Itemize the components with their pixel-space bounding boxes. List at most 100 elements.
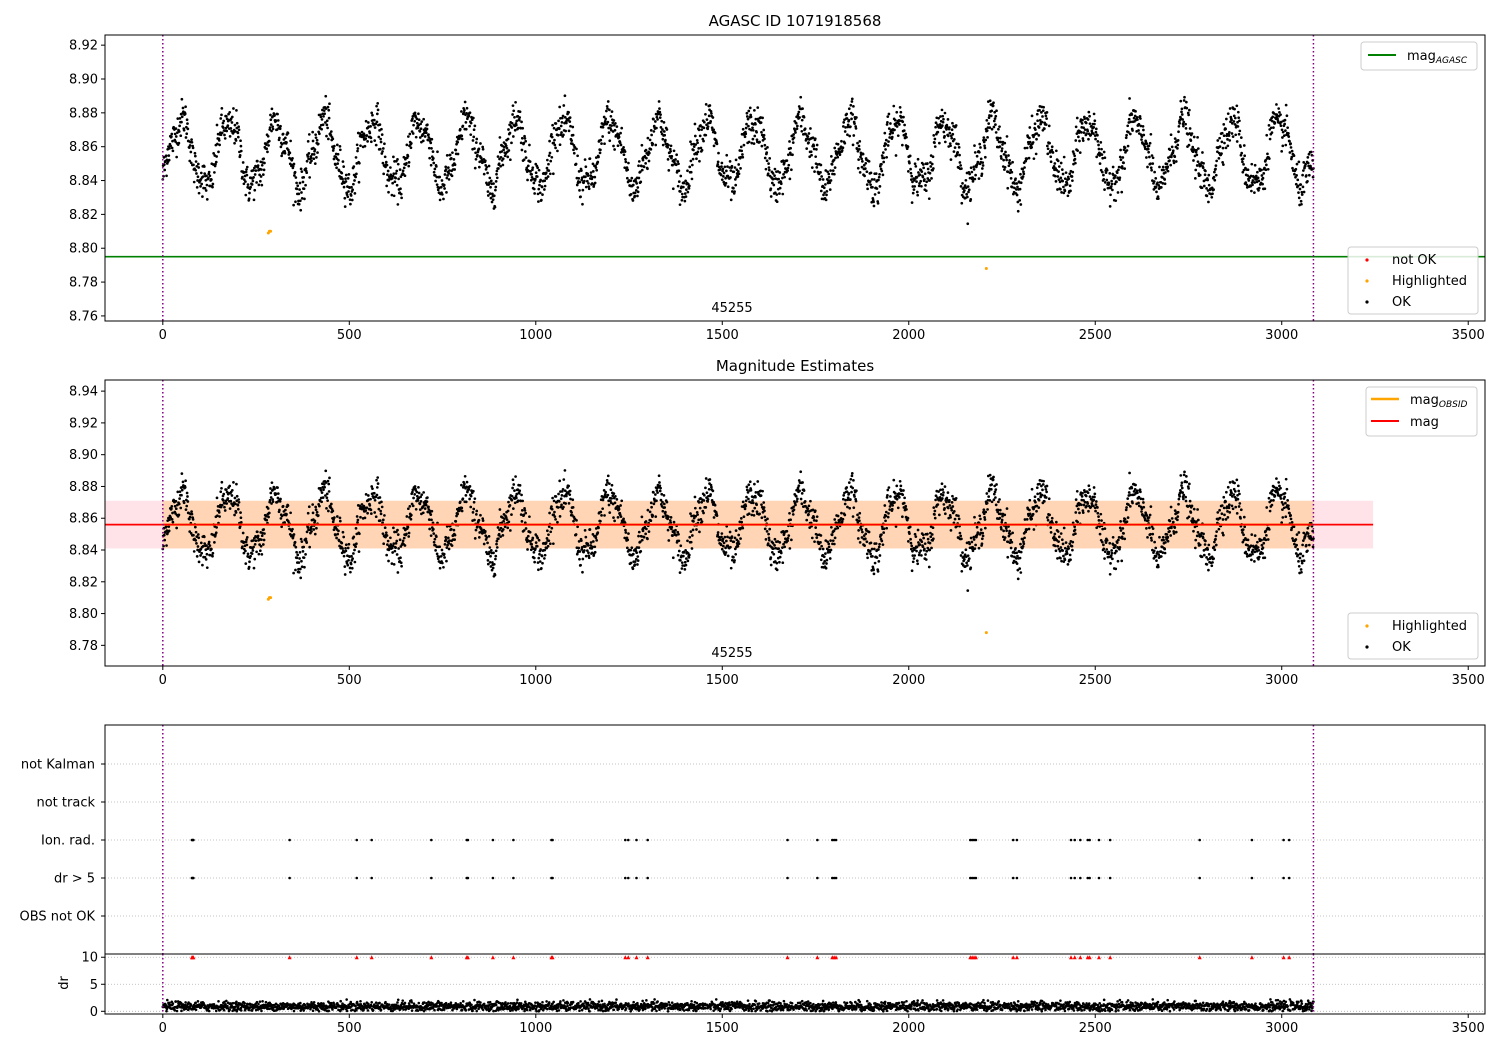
ok-point xyxy=(1244,181,1248,184)
ok-point xyxy=(349,202,352,206)
ok-point xyxy=(749,115,753,119)
ok-point xyxy=(1000,147,1004,150)
ok-point xyxy=(342,165,346,169)
ok-point xyxy=(1016,209,1020,213)
ok-point xyxy=(625,546,629,550)
ok-point xyxy=(502,519,505,523)
ok-point xyxy=(873,193,877,196)
ok-point xyxy=(210,178,213,181)
ok-point xyxy=(324,469,328,473)
ok-point xyxy=(653,493,657,496)
ok-point xyxy=(408,132,412,136)
ok-point xyxy=(1119,158,1123,162)
ok-point xyxy=(648,510,652,514)
ok-point xyxy=(751,499,754,502)
ok-point xyxy=(720,161,724,165)
ok-point xyxy=(445,559,448,563)
ok-point xyxy=(584,535,588,539)
ok-point xyxy=(633,191,637,195)
ok-point xyxy=(571,498,575,502)
ok-point xyxy=(364,119,368,123)
ok-point xyxy=(612,144,615,148)
ok-point xyxy=(267,144,270,147)
ok-point xyxy=(570,139,573,142)
ok-point xyxy=(1146,165,1149,169)
ok-point xyxy=(482,542,486,546)
ok-point xyxy=(1242,168,1246,172)
ok-point xyxy=(267,515,270,519)
ok-point xyxy=(337,158,340,162)
ok-point xyxy=(843,130,847,133)
ok-point xyxy=(415,490,419,494)
ok-point xyxy=(1088,122,1092,126)
ok-point xyxy=(877,178,880,182)
ok-point xyxy=(646,136,650,140)
ok-point xyxy=(538,560,542,563)
ok-point xyxy=(430,137,434,141)
ok-point xyxy=(338,519,342,523)
ok-point xyxy=(472,135,476,139)
ok-point xyxy=(946,118,950,121)
ok-point xyxy=(220,131,224,135)
ok-point xyxy=(1166,169,1170,173)
ok-point xyxy=(625,176,629,180)
ok-point xyxy=(1196,147,1200,150)
ok-point xyxy=(657,100,661,103)
ok-point xyxy=(1023,166,1026,169)
ok-point xyxy=(1171,149,1175,153)
ok-point xyxy=(751,126,754,130)
ok-point xyxy=(483,159,487,163)
ok-point xyxy=(801,481,804,484)
ok-point xyxy=(448,153,452,157)
ok-point xyxy=(785,159,789,162)
ok-point xyxy=(1264,168,1268,172)
ok-point xyxy=(252,198,256,202)
ok-point xyxy=(375,478,378,482)
ok-point xyxy=(932,167,935,170)
ok-point xyxy=(1093,119,1097,123)
ok-point xyxy=(258,549,262,553)
ok-point xyxy=(291,527,294,531)
ok-point xyxy=(666,145,670,149)
ok-point xyxy=(753,134,757,138)
ok-point xyxy=(445,191,448,194)
ok-point xyxy=(235,109,238,112)
ok-point xyxy=(847,107,851,111)
ok-point xyxy=(201,544,205,548)
ok-point xyxy=(251,169,255,172)
ok-point xyxy=(324,481,328,484)
ok-point xyxy=(1032,157,1036,161)
ok-point xyxy=(750,141,754,145)
ok-point xyxy=(710,485,713,489)
ok-point xyxy=(550,507,554,511)
ok-point xyxy=(799,95,803,99)
ok-point xyxy=(1018,199,1022,202)
ok-point xyxy=(218,143,221,147)
ok-point xyxy=(1104,171,1108,175)
ok-point xyxy=(981,164,985,167)
ok-point xyxy=(730,535,734,538)
ok-point xyxy=(663,133,667,137)
ok-point xyxy=(851,143,855,147)
ok-point xyxy=(1282,134,1286,137)
ok-point xyxy=(994,114,998,118)
ok-point xyxy=(687,187,691,190)
ok-point xyxy=(379,509,383,513)
ok-point xyxy=(220,480,224,484)
ok-point xyxy=(695,528,698,531)
ok-point xyxy=(200,182,204,186)
ok-point xyxy=(729,169,733,172)
ok-point xyxy=(1233,107,1236,111)
ok-point xyxy=(662,494,666,497)
ok-point xyxy=(281,132,285,136)
ok-point xyxy=(936,130,940,134)
ok-point xyxy=(518,116,522,119)
ok-point xyxy=(849,103,853,107)
ok-point xyxy=(232,480,235,484)
ok-point xyxy=(825,193,828,197)
ok-point xyxy=(407,161,411,164)
ok-point xyxy=(432,157,435,160)
ok-point xyxy=(250,552,254,556)
ok-point xyxy=(824,552,827,556)
ok-point xyxy=(902,115,905,119)
